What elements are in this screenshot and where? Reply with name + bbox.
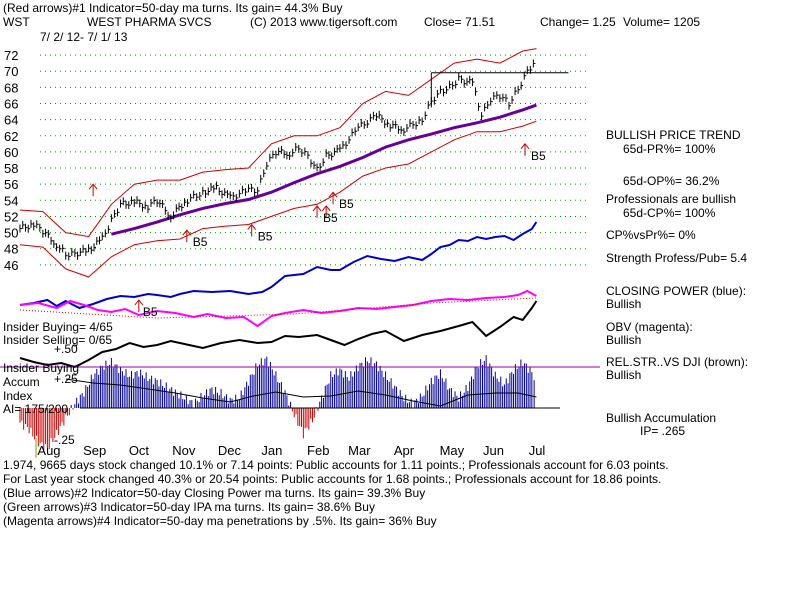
x-tick-label-may: May (440, 443, 465, 458)
accum-plus25: +.25 (54, 372, 78, 386)
x-tick-label-nov: Nov (172, 443, 196, 458)
price-bars (19, 59, 536, 261)
arrow-label: B5 (323, 211, 338, 225)
y-tick-label: 62 (4, 129, 18, 144)
footer-line5: (Magenta arrows)#4 Indicator=50-day ma p… (3, 514, 437, 528)
relstr-status: Bullish (606, 368, 642, 382)
ai-value: AI= 175/200 (3, 402, 69, 416)
closing-power-status: Bullish (606, 297, 642, 311)
header-line1: (Red arrows)#1 Indicator=50-day ma turns… (3, 1, 343, 15)
trend-title: BULLISH PRICE TREND (606, 128, 741, 142)
accum-label: Bullish Accumulation (606, 411, 717, 425)
obv-line (19, 289, 537, 328)
x-tick-label-jan: Jan (261, 443, 282, 458)
red-arrow-head-1 (182, 229, 192, 236)
y-tick-label: 48 (4, 242, 18, 257)
x-tick-label-jul: Jul (529, 443, 546, 458)
y-tick-label: 68 (4, 80, 18, 95)
red-arrow-head-2 (247, 223, 257, 230)
y-tick-label: 72 (4, 48, 18, 63)
y-tick-label: 60 (4, 145, 18, 160)
y-tick-label: 46 (4, 258, 18, 273)
relstr-line (19, 300, 538, 369)
op-value: 65d-OP%= 36.2% (623, 174, 720, 188)
cp-arrow-label: B5 (143, 305, 158, 319)
obv-label: OBV (magenta): (606, 320, 693, 334)
accum-label-left: Accum (3, 375, 40, 389)
x-tick-label-jun: Jun (483, 443, 504, 458)
y-tick-label: 54 (4, 193, 18, 208)
strength-ratio: Strength Profess/Pub= 5.4 (606, 251, 748, 265)
x-tick-label-dec: Dec (218, 443, 242, 458)
ma50-line (111, 103, 537, 236)
price-change: Change= 1.25 (540, 15, 616, 29)
arrow-label: B5 (531, 149, 546, 163)
ip-value: IP= .265 (640, 424, 686, 438)
indicator-lines (0, 48, 600, 409)
copyright: (C) 2013 www.tigersoft.com (250, 15, 398, 29)
accum-ma-line (65, 378, 537, 407)
arrow-label: B5 (339, 197, 354, 211)
ticker-symbol: WST (3, 15, 30, 29)
x-tick-label-apr: Apr (394, 443, 415, 458)
footer-line1: 1.974, 9665 days stock changed 10.1% or … (3, 458, 669, 472)
insider-selling: Insider Selling= 0/65 (3, 333, 113, 347)
red-arrow-head-6 (520, 143, 530, 150)
pr-value: 65d-PR%= 100% (623, 142, 716, 156)
red-arrow-head-5 (328, 191, 338, 198)
insider-buying: Insider Buying= 4/65 (3, 320, 113, 334)
y-tick-label: 50 (4, 226, 18, 241)
lower-band-line (19, 120, 537, 278)
red-arrow-head-4 (321, 205, 331, 212)
cpvspr-value: CP%vsPr%= 0% (606, 228, 696, 242)
relstr-label: REL.STR..VS DJI (brown): (606, 355, 749, 369)
accumulation-index-histogram (19, 355, 535, 451)
volume: Volume= 1205 (623, 15, 701, 29)
obv-ma-line (19, 297, 537, 319)
red-arrow-head-3 (312, 205, 322, 212)
y-tick-label: 52 (4, 209, 18, 224)
insider-buying-label: Insider Buying (3, 361, 80, 375)
y-tick-label: 56 (4, 177, 18, 192)
y-tick-label: 70 (4, 64, 18, 79)
footer-line2: For Last year stock changed 40.3% or 20.… (3, 472, 662, 486)
footer-line4: (Green arrows)#3 Indicator=50-day IPA ma… (3, 500, 375, 514)
close-price: Close= 71.51 (424, 15, 496, 29)
cp-value: 65d-CP%= 100% (623, 206, 716, 220)
professionals-status: Professionals are bullish (606, 192, 737, 206)
price-gridlines (35, 54, 590, 458)
x-tick-label-mar: Mar (348, 443, 371, 458)
red-arrow-head-0 (88, 183, 98, 190)
arrow-label: B5 (193, 235, 208, 249)
upper-band-line (19, 48, 537, 238)
cp-red-arrow-head (134, 299, 144, 306)
y-tick-label: 64 (4, 113, 18, 128)
index-label: Index (3, 389, 33, 403)
x-tick-label-sep: Sep (83, 443, 106, 458)
accum-plus50: +.50 (54, 342, 78, 356)
company-name: WEST PHARMA SVCS (87, 15, 212, 29)
x-tick-label-oct: Oct (129, 443, 150, 458)
arrow-label: B5 (258, 230, 273, 244)
footer-line3: (Blue arrows)#2 Indicator=50-day Closing… (3, 486, 426, 500)
closing-power-line (19, 221, 538, 310)
closing-power-label: CLOSING POWER (blue): (606, 284, 747, 298)
accum-minus25: -.25 (54, 433, 75, 447)
y-tick-label: 66 (4, 96, 18, 111)
y-tick-label: 58 (4, 161, 18, 176)
date-range: 7/ 2/ 12- 7/ 1/ 13 (40, 30, 128, 44)
x-tick-label-aug: Aug (37, 443, 60, 458)
x-tick-label-feb: Feb (307, 443, 329, 458)
obv-status: Bullish (606, 333, 642, 347)
